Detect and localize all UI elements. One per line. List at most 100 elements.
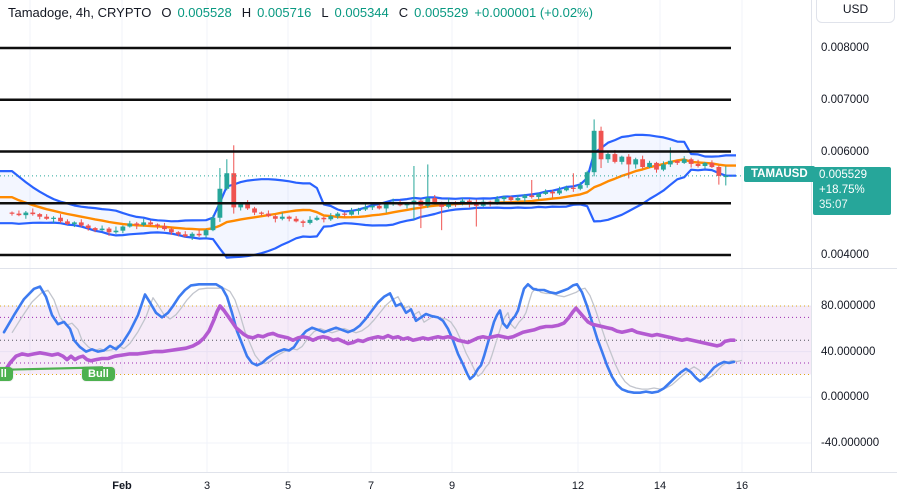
time-axis-label: 7 [367, 480, 375, 492]
price-axis-label: 0.006000 [821, 145, 869, 158]
candle [570, 173, 576, 192]
last-price-badge: 0.005529 +18.75% 35:07 [813, 166, 891, 215]
candle [65, 219, 70, 225]
candle [529, 179, 535, 199]
oscillator-axis-label: -40.000000 [821, 436, 880, 449]
candle [321, 216, 327, 223]
price-axis-label: 0.008000 [821, 42, 869, 54]
candle [307, 216, 313, 225]
time-axis-label: Feb [112, 480, 132, 492]
candle [557, 186, 562, 195]
candle [654, 161, 659, 173]
time-axis-label: 9 [448, 480, 456, 492]
candle [71, 221, 77, 228]
candle [113, 226, 119, 234]
bull-label-left: Bull [0, 367, 13, 382]
candle [688, 157, 694, 168]
price-axis[interactable]: USD 0.008000 0.007000 0.006000 0.004000 80.0… [811, 0, 897, 472]
candle [522, 193, 528, 202]
candle [300, 219, 306, 228]
candle [661, 161, 666, 172]
candle [425, 164, 431, 208]
candle [605, 152, 611, 163]
candle [695, 159, 701, 168]
candle [134, 221, 140, 230]
candle [314, 215, 320, 221]
bollinger-lower-line [0, 168, 736, 259]
high-value: 0.005716 [257, 5, 312, 20]
last-price-value: 0.005529 [819, 168, 867, 181]
candle [349, 207, 354, 216]
last-price-change: +18.75% [819, 183, 865, 196]
candle [369, 204, 375, 210]
candle [439, 201, 445, 231]
candle [217, 168, 223, 222]
candle [189, 232, 195, 240]
candle [702, 161, 708, 169]
close-label: C [398, 5, 409, 20]
oscillator-pane[interactable] [0, 268, 811, 472]
currency-button[interactable]: USD [816, 0, 895, 23]
candle [598, 126, 604, 169]
time-axis-label: 5 [284, 480, 292, 492]
candle [508, 196, 514, 203]
candle [335, 212, 341, 219]
candle [162, 222, 167, 231]
time-axis-label: 12 [571, 480, 585, 492]
candle [363, 203, 368, 212]
candle [723, 166, 729, 186]
candle [550, 190, 555, 198]
candle [85, 223, 91, 231]
candle [342, 212, 348, 217]
candle [127, 220, 133, 228]
bar-countdown: 35:07 [819, 198, 848, 211]
candle [155, 223, 160, 230]
candle [279, 212, 285, 221]
time-axis[interactable]: Feb 3 5 7 9 12 14 16 [0, 473, 897, 500]
candle [584, 170, 590, 188]
candle [272, 214, 278, 223]
low-label: L [321, 5, 329, 20]
low-value: 0.005344 [334, 5, 389, 20]
candle [577, 182, 583, 191]
oscillator-slow-line [2, 304, 736, 375]
candle [266, 210, 271, 218]
change-value: +0.000001 (+0.02%) [474, 5, 593, 20]
high-label: H [241, 5, 252, 20]
candle [16, 210, 22, 217]
price-axis-label: 0.004000 [821, 249, 869, 261]
open-label: O [161, 5, 172, 20]
candle [640, 155, 646, 169]
candle [182, 231, 188, 238]
candle [78, 219, 84, 228]
price-axis-label: 0.007000 [821, 93, 869, 106]
candle [328, 213, 334, 221]
symbol-header: Tamadoge, 4h, CRYPTO O 0.005528 H 0.0057… [8, 5, 593, 20]
candle [175, 231, 181, 237]
oscillator-axis-label: 0.000000 [821, 391, 869, 404]
candle [647, 160, 652, 169]
pane-separator[interactable] [0, 268, 897, 269]
candle [51, 216, 56, 223]
candle [515, 194, 521, 202]
candle [120, 225, 126, 234]
candle [681, 156, 687, 164]
candle [92, 227, 98, 233]
candle [259, 211, 264, 216]
candle [106, 227, 112, 236]
oscillator-axis-label: 80.000000 [821, 299, 876, 312]
bollinger-fill [0, 134, 736, 258]
price-pane[interactable] [0, 0, 811, 268]
candle [23, 211, 29, 219]
candle [141, 218, 147, 227]
symbol-price-label: TAMAUSD [744, 165, 815, 182]
candle [564, 185, 569, 192]
candle [203, 229, 209, 238]
candle [9, 211, 15, 216]
time-axis-label: 3 [203, 480, 211, 492]
symbol-title: Tamadoge, 4h, CRYPTO [8, 5, 152, 20]
candle [716, 165, 722, 185]
candle [626, 154, 632, 179]
time-axis-label: 16 [735, 480, 749, 492]
